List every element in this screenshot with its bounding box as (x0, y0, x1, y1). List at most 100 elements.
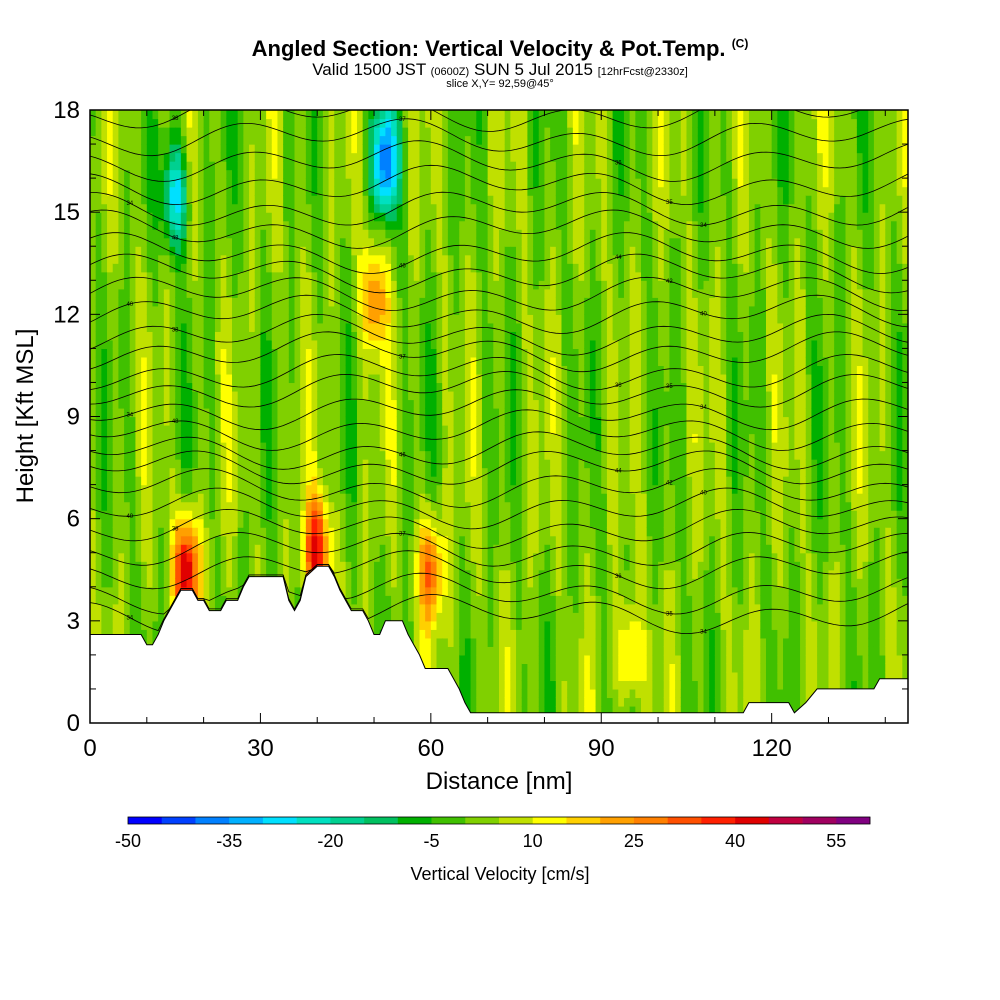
velocity-cell (254, 390, 262, 401)
velocity-cell (192, 322, 199, 332)
velocity-cell (425, 407, 432, 418)
velocity-cell (317, 339, 324, 349)
velocity-cell (391, 195, 398, 205)
velocity-cell (396, 578, 404, 588)
velocity-cell (351, 407, 358, 418)
velocity-cell (237, 161, 244, 171)
velocity-cell (368, 305, 375, 315)
velocity-cell (408, 373, 415, 384)
velocity-cell (413, 510, 421, 520)
velocity-cell (180, 110, 188, 120)
velocity-cell (101, 110, 108, 120)
velocity-cell (419, 229, 426, 239)
velocity-cell (107, 280, 114, 290)
velocity-cell (118, 339, 125, 349)
velocity-cell (425, 603, 432, 613)
velocity-cell (413, 331, 421, 341)
velocity-cell (271, 390, 279, 401)
velocity-cell (90, 450, 97, 460)
velocity-cell (158, 169, 165, 179)
velocity-cell (249, 118, 256, 128)
velocity-cell (402, 493, 409, 503)
velocity-cell (266, 144, 273, 154)
velocity-cell (118, 467, 125, 477)
velocity-cell (453, 382, 460, 392)
velocity-cell (436, 135, 443, 145)
velocity-cell (135, 144, 142, 154)
velocity-cell (334, 161, 341, 171)
velocity-cell (118, 382, 125, 392)
velocity-cell (260, 552, 267, 562)
velocity-cell (430, 433, 438, 443)
velocity-cell (430, 195, 438, 205)
velocity-cell (339, 314, 347, 324)
velocity-cell (391, 118, 398, 128)
velocity-cell (334, 544, 341, 554)
velocity-cell (442, 288, 449, 298)
velocity-cell (129, 603, 137, 613)
velocity-cell (442, 127, 449, 137)
velocity-cell (430, 322, 438, 332)
velocity-cell (322, 510, 330, 520)
velocity-cell (112, 280, 119, 290)
velocity-cell (158, 220, 165, 230)
velocity-cell (368, 254, 375, 264)
velocity-cell (146, 322, 154, 332)
velocity-cell (220, 127, 227, 137)
velocity-cell (476, 433, 483, 443)
velocity-cell (385, 110, 392, 120)
velocity-cell (356, 433, 364, 443)
velocity-cell (271, 459, 279, 469)
velocity-cell (254, 127, 262, 137)
velocity-cell (322, 356, 330, 367)
velocity-cell (374, 195, 381, 205)
velocity-cell (396, 331, 404, 341)
velocity-cell (311, 356, 318, 367)
velocity-cell (436, 203, 443, 213)
velocity-cell (464, 212, 472, 222)
velocity-cell (288, 425, 296, 435)
velocity-cell (379, 476, 386, 486)
velocity-cell (351, 161, 358, 171)
velocity-cell (476, 569, 483, 579)
velocity-cell (152, 152, 159, 162)
velocity-cell (379, 161, 386, 171)
velocity-cell (368, 144, 375, 154)
velocity-cell (214, 118, 222, 128)
velocity-cell (271, 433, 279, 443)
velocity-cell (243, 365, 250, 375)
velocity-cell (419, 118, 426, 128)
velocity-cell (283, 186, 290, 196)
velocity-cell (118, 552, 125, 562)
velocity-cell (481, 705, 489, 716)
velocity-cell (90, 203, 97, 213)
velocity-cell (112, 169, 119, 179)
velocity-cell (243, 220, 250, 230)
velocity-cell (277, 203, 284, 213)
velocity-cell (476, 671, 483, 682)
velocity-cell (169, 518, 176, 528)
velocity-cell (95, 620, 102, 630)
velocity-cell (101, 365, 108, 375)
velocity-cell (192, 186, 199, 196)
velocity-cell (237, 510, 244, 520)
velocity-cell (288, 535, 296, 545)
velocity-cell (476, 178, 483, 188)
velocity-cell (141, 476, 148, 486)
velocity-cell (243, 407, 250, 418)
velocity-cell (442, 263, 449, 273)
velocity-cell (226, 118, 233, 128)
velocity-cell (237, 220, 244, 230)
velocity-cell (345, 237, 352, 247)
velocity-cell (118, 629, 125, 639)
velocity-cell (317, 459, 324, 469)
velocity-cell (220, 501, 227, 511)
velocity-cell (436, 510, 443, 520)
velocity-cell (158, 442, 165, 452)
velocity-cell (141, 348, 148, 358)
velocity-cell (408, 161, 415, 171)
velocity-cell (129, 552, 137, 562)
velocity-cell (442, 280, 449, 290)
velocity-cell (328, 501, 335, 511)
velocity-cell (107, 271, 114, 281)
